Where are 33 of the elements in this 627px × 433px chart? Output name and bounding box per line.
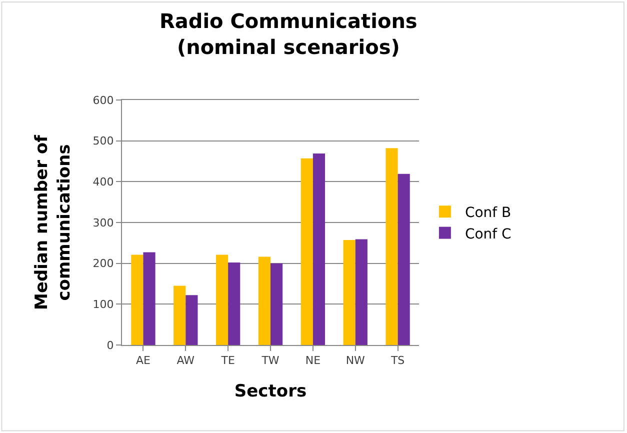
bar	[312, 153, 326, 345]
bar	[355, 239, 368, 345]
y-tick-label: 500	[92, 134, 114, 148]
y-tick-label: 100	[92, 298, 114, 312]
x-tick-label: AW	[176, 354, 195, 368]
bar	[131, 254, 144, 345]
chart-title: Radio Communications (nominal scenarios)	[159, 9, 418, 60]
bar	[258, 256, 270, 345]
y-tick-label: 0	[106, 338, 114, 352]
bar	[228, 262, 240, 345]
y-tick-label: 200	[92, 257, 114, 270]
x-tick-label: AE	[136, 354, 150, 368]
x-tick-label: TE	[220, 354, 235, 368]
bar	[343, 240, 356, 345]
x-tick-label: NE	[305, 354, 321, 368]
x-tick-label: TS	[390, 354, 405, 368]
x-tick-label: NW	[346, 354, 366, 368]
y-tick-label: 400	[92, 176, 114, 189]
y-axis-title: Median number of communications	[32, 134, 74, 310]
legend-label: Conf C	[464, 226, 512, 242]
bar	[143, 252, 156, 345]
bar	[398, 174, 410, 345]
y-tick-label: 300	[92, 216, 114, 230]
bar	[186, 295, 198, 345]
x-tick-label: TW	[260, 354, 280, 368]
bar	[174, 286, 186, 345]
y-tick-label: 600	[92, 94, 114, 107]
bar	[216, 254, 228, 345]
bar	[270, 263, 283, 345]
x-axis-title: Sectors	[234, 382, 307, 402]
bar	[386, 148, 398, 345]
legend-label: Conf B	[464, 205, 512, 222]
bar	[300, 158, 313, 345]
